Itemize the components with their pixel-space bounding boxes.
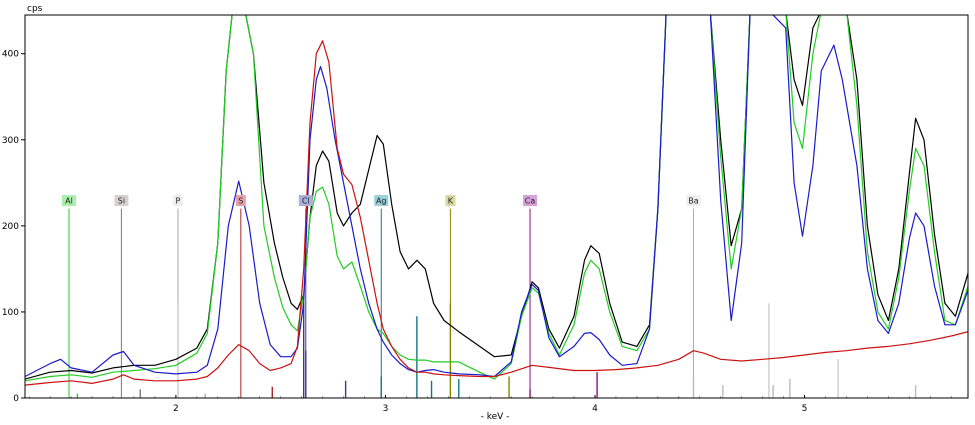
reference-lines [76, 303, 917, 398]
element-label: Al [65, 197, 73, 206]
y-tick-label: 0 [13, 394, 19, 404]
element-label-box [235, 195, 246, 207]
element-label: K [448, 197, 454, 206]
y-axis: 0 100 200 300 400 [2, 50, 25, 404]
element-label: Cl [302, 197, 310, 206]
y-tick-label: 400 [2, 50, 19, 60]
element-labels: Al Si P S Cl Ag K Ca Ba [62, 195, 701, 207]
spectrum-series [25, 15, 968, 386]
element-label: Si [118, 197, 125, 206]
y-tick-label: 300 [2, 136, 19, 146]
plot-frame [24, 14, 969, 399]
element-label-box [523, 195, 538, 207]
y-tick-label: 200 [2, 222, 19, 232]
series-line [25, 15, 968, 380]
element-label: Ba [688, 197, 698, 206]
series-line [25, 15, 968, 378]
element-label-box [172, 195, 183, 207]
element-label-box [374, 195, 389, 207]
element-label-box [62, 195, 77, 207]
series-line [25, 40, 968, 386]
x-tick-label: 3 [383, 404, 389, 414]
x-tick-label: 5 [802, 404, 808, 414]
element-label-box [686, 195, 701, 207]
x-axis-label: - keV - [481, 412, 510, 422]
element-marker-lines [68, 208, 694, 398]
y-axis-label: cps [27, 4, 43, 14]
element-label-box [445, 195, 456, 207]
element-label: Ag [376, 197, 387, 206]
element-label-box [114, 195, 129, 207]
element-label: Ca [525, 197, 536, 206]
x-tick-label: 2 [173, 404, 179, 414]
element-label-box [298, 195, 313, 207]
element-label: S [238, 197, 243, 206]
element-label: P [176, 197, 181, 206]
y-tick-label: 100 [2, 308, 19, 318]
x-axis: 2 3 4 5 [28, 395, 952, 414]
series-line [25, 15, 968, 382]
x-tick-label: 4 [592, 404, 598, 414]
